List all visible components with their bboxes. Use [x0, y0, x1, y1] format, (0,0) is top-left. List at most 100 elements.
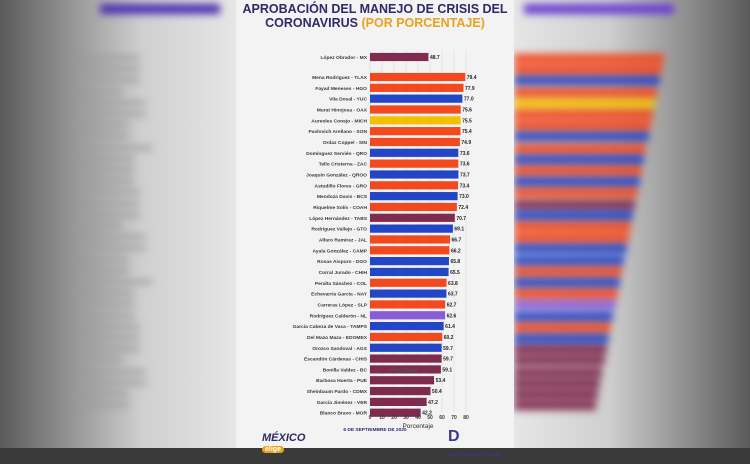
x-axis-label-upper: Porcentaje	[390, 368, 419, 374]
bar-label-19: Corral Jurado - CHIH	[319, 270, 368, 276]
bar-value-label-15: 69.1	[454, 227, 464, 233]
bar-label-11: Astudillo Flores - GRO	[315, 183, 368, 189]
bar-label-2: Fayad Meneses - HGO	[315, 86, 367, 92]
bar-label-26: Orozco Sandoval - AGS	[312, 346, 367, 352]
bar-label-8: Domínguez Servién - QRO	[306, 151, 367, 157]
bar-value-label-31: 47.2	[428, 400, 438, 406]
bar-value-label-18: 65.8	[450, 259, 460, 265]
bar-label-5: Aureoles Conejo - MICH	[311, 118, 367, 124]
bar-27	[370, 354, 442, 363]
bar-32	[370, 408, 421, 417]
bar-value-label-8: 73.6	[460, 151, 470, 157]
bar-28	[370, 365, 441, 374]
bar-label-23: Rodríguez Calderón - NL	[310, 313, 367, 319]
bar-label-28: Bonilla Valdez - BC	[323, 367, 368, 373]
bar-value-label-6: 75.4	[462, 129, 472, 135]
bar-value-label-16: 66.7	[452, 237, 462, 243]
bar-5	[370, 116, 461, 125]
bar-label-20: Peralta Sánchez - COL	[315, 281, 367, 287]
bar-20	[370, 278, 447, 287]
bar-value-label-28: 59.1	[442, 367, 452, 373]
bar-value-label-9: 73.6	[460, 162, 470, 168]
bar-value-label-2: 77.9	[465, 86, 475, 92]
bar-1	[370, 72, 466, 82]
bar-label-9: Tello Cristerna - ZAC	[319, 162, 368, 168]
bar-value-label-26: 59.7	[443, 346, 453, 352]
bar-18	[370, 257, 449, 266]
brand-letter: D	[448, 428, 460, 445]
bar-31	[370, 397, 427, 406]
x-tick-label-6: 60	[439, 415, 445, 421]
bar-label-14: López Hernández - TABS	[309, 216, 368, 222]
bar-label-0: López Obrador - MX	[321, 55, 368, 61]
chart-title: APROBACIÓN DEL MANEJO DE CRISIS DEL CORO…	[236, 2, 514, 30]
infographic-panel: APROBACIÓN DEL MANEJO DE CRISIS DEL CORO…	[236, 0, 514, 457]
bar-value-label-32: 42.2	[422, 411, 432, 417]
x-tick-label-7: 70	[451, 415, 457, 421]
bar-label-25: Del Mazo Maza - EDOMEX	[307, 335, 368, 341]
bar-13	[370, 202, 457, 212]
bar-value-label-30: 50.4	[432, 389, 442, 395]
bar-10	[370, 170, 459, 179]
bar-label-32: Blanco Bravo - MOR	[320, 411, 368, 417]
bar-7	[370, 137, 460, 147]
x-tick-label-3: 30	[403, 415, 409, 421]
bar-25	[370, 332, 443, 342]
bar-label-31: García Jiménez - VER	[317, 400, 368, 406]
bar-value-label-10: 73.7	[460, 172, 470, 178]
bar-12	[370, 192, 458, 201]
bar-label-18: Rosas Aispuro - DGO	[317, 259, 367, 265]
bar-label-12: Mendoza Davis - BCS	[317, 194, 368, 200]
bar-value-label-12: 73.0	[459, 194, 469, 200]
publication-date: 6 DE SEPTIEMBRE DE 2020	[343, 428, 407, 433]
bar-19	[370, 267, 449, 277]
bar-4	[370, 105, 461, 114]
bar-21	[370, 289, 447, 298]
bar-17	[370, 246, 450, 255]
bar-11	[370, 181, 459, 190]
bar-9	[370, 159, 459, 168]
bar-label-13: Riquelme Solís - COAH	[313, 205, 367, 211]
x-axis-label: Porcentaje	[402, 423, 433, 430]
bar-value-label-0: 48.7	[430, 55, 440, 61]
chart-title-highlight: (POR PORCENTAJE)	[361, 16, 485, 30]
logo-text: MÉXICO	[262, 432, 306, 444]
bar-value-label-27: 59.7	[443, 357, 453, 363]
bar-label-27: Escandón Cárdenas - CHIS	[304, 357, 368, 363]
brand-text: INVESTIGACIONES DIGITALES	[448, 452, 502, 457]
bar-value-label-1: 79.4	[467, 75, 477, 81]
bar-label-6: Pavlovich Arellano - SON	[308, 129, 367, 135]
bar-23	[370, 311, 446, 320]
bar-24	[370, 321, 444, 331]
bar-16	[370, 235, 451, 244]
bar-15	[370, 224, 453, 233]
bar-value-label-22: 62.7	[447, 302, 457, 308]
logo-badge: elige	[262, 446, 284, 453]
bar-26	[370, 343, 442, 352]
bar-label-22: Carreras López - SLP	[318, 302, 368, 308]
background-blur-right	[514, 0, 750, 448]
bar-value-label-11: 73.4	[460, 183, 470, 189]
mexico-elige-logo: MÉXICO elige	[262, 428, 324, 453]
bar-value-label-24: 61.4	[445, 324, 455, 330]
bar-label-21: Echevarría García - NAY	[311, 292, 368, 298]
bar-value-label-19: 65.5	[450, 270, 460, 276]
bar-3	[370, 94, 463, 103]
bar-value-label-3: 77.0	[464, 97, 474, 103]
bar-value-label-20: 63.8	[448, 281, 458, 287]
bar-label-30: Sheinbaum Pardo - CDMX	[307, 389, 368, 395]
bar-30	[370, 386, 431, 396]
bar-value-label-4: 75.6	[462, 107, 472, 113]
bar-label-3: Vila Dosal - YUC	[329, 97, 367, 103]
bar-label-17: Ayala González - CAMP	[313, 248, 368, 254]
bar-label-29: Barbosa Huerta - PUE	[316, 378, 368, 384]
bar-value-label-7: 74.9	[461, 140, 471, 146]
bar-label-16: Alfaro Ramírez - JAL	[319, 237, 367, 243]
bar-value-label-21: 63.7	[448, 292, 458, 298]
x-tick-label-5: 50	[427, 415, 433, 421]
chart-title-main: APROBACIÓN DEL MANEJO DE CRISIS DEL CORO…	[242, 2, 508, 30]
brand-logo: D INVESTIGACIONES DIGITALES	[448, 428, 510, 457]
background-blur-left	[0, 0, 236, 448]
bar-value-label-14: 70.7	[456, 216, 466, 222]
bar-0	[370, 52, 429, 62]
